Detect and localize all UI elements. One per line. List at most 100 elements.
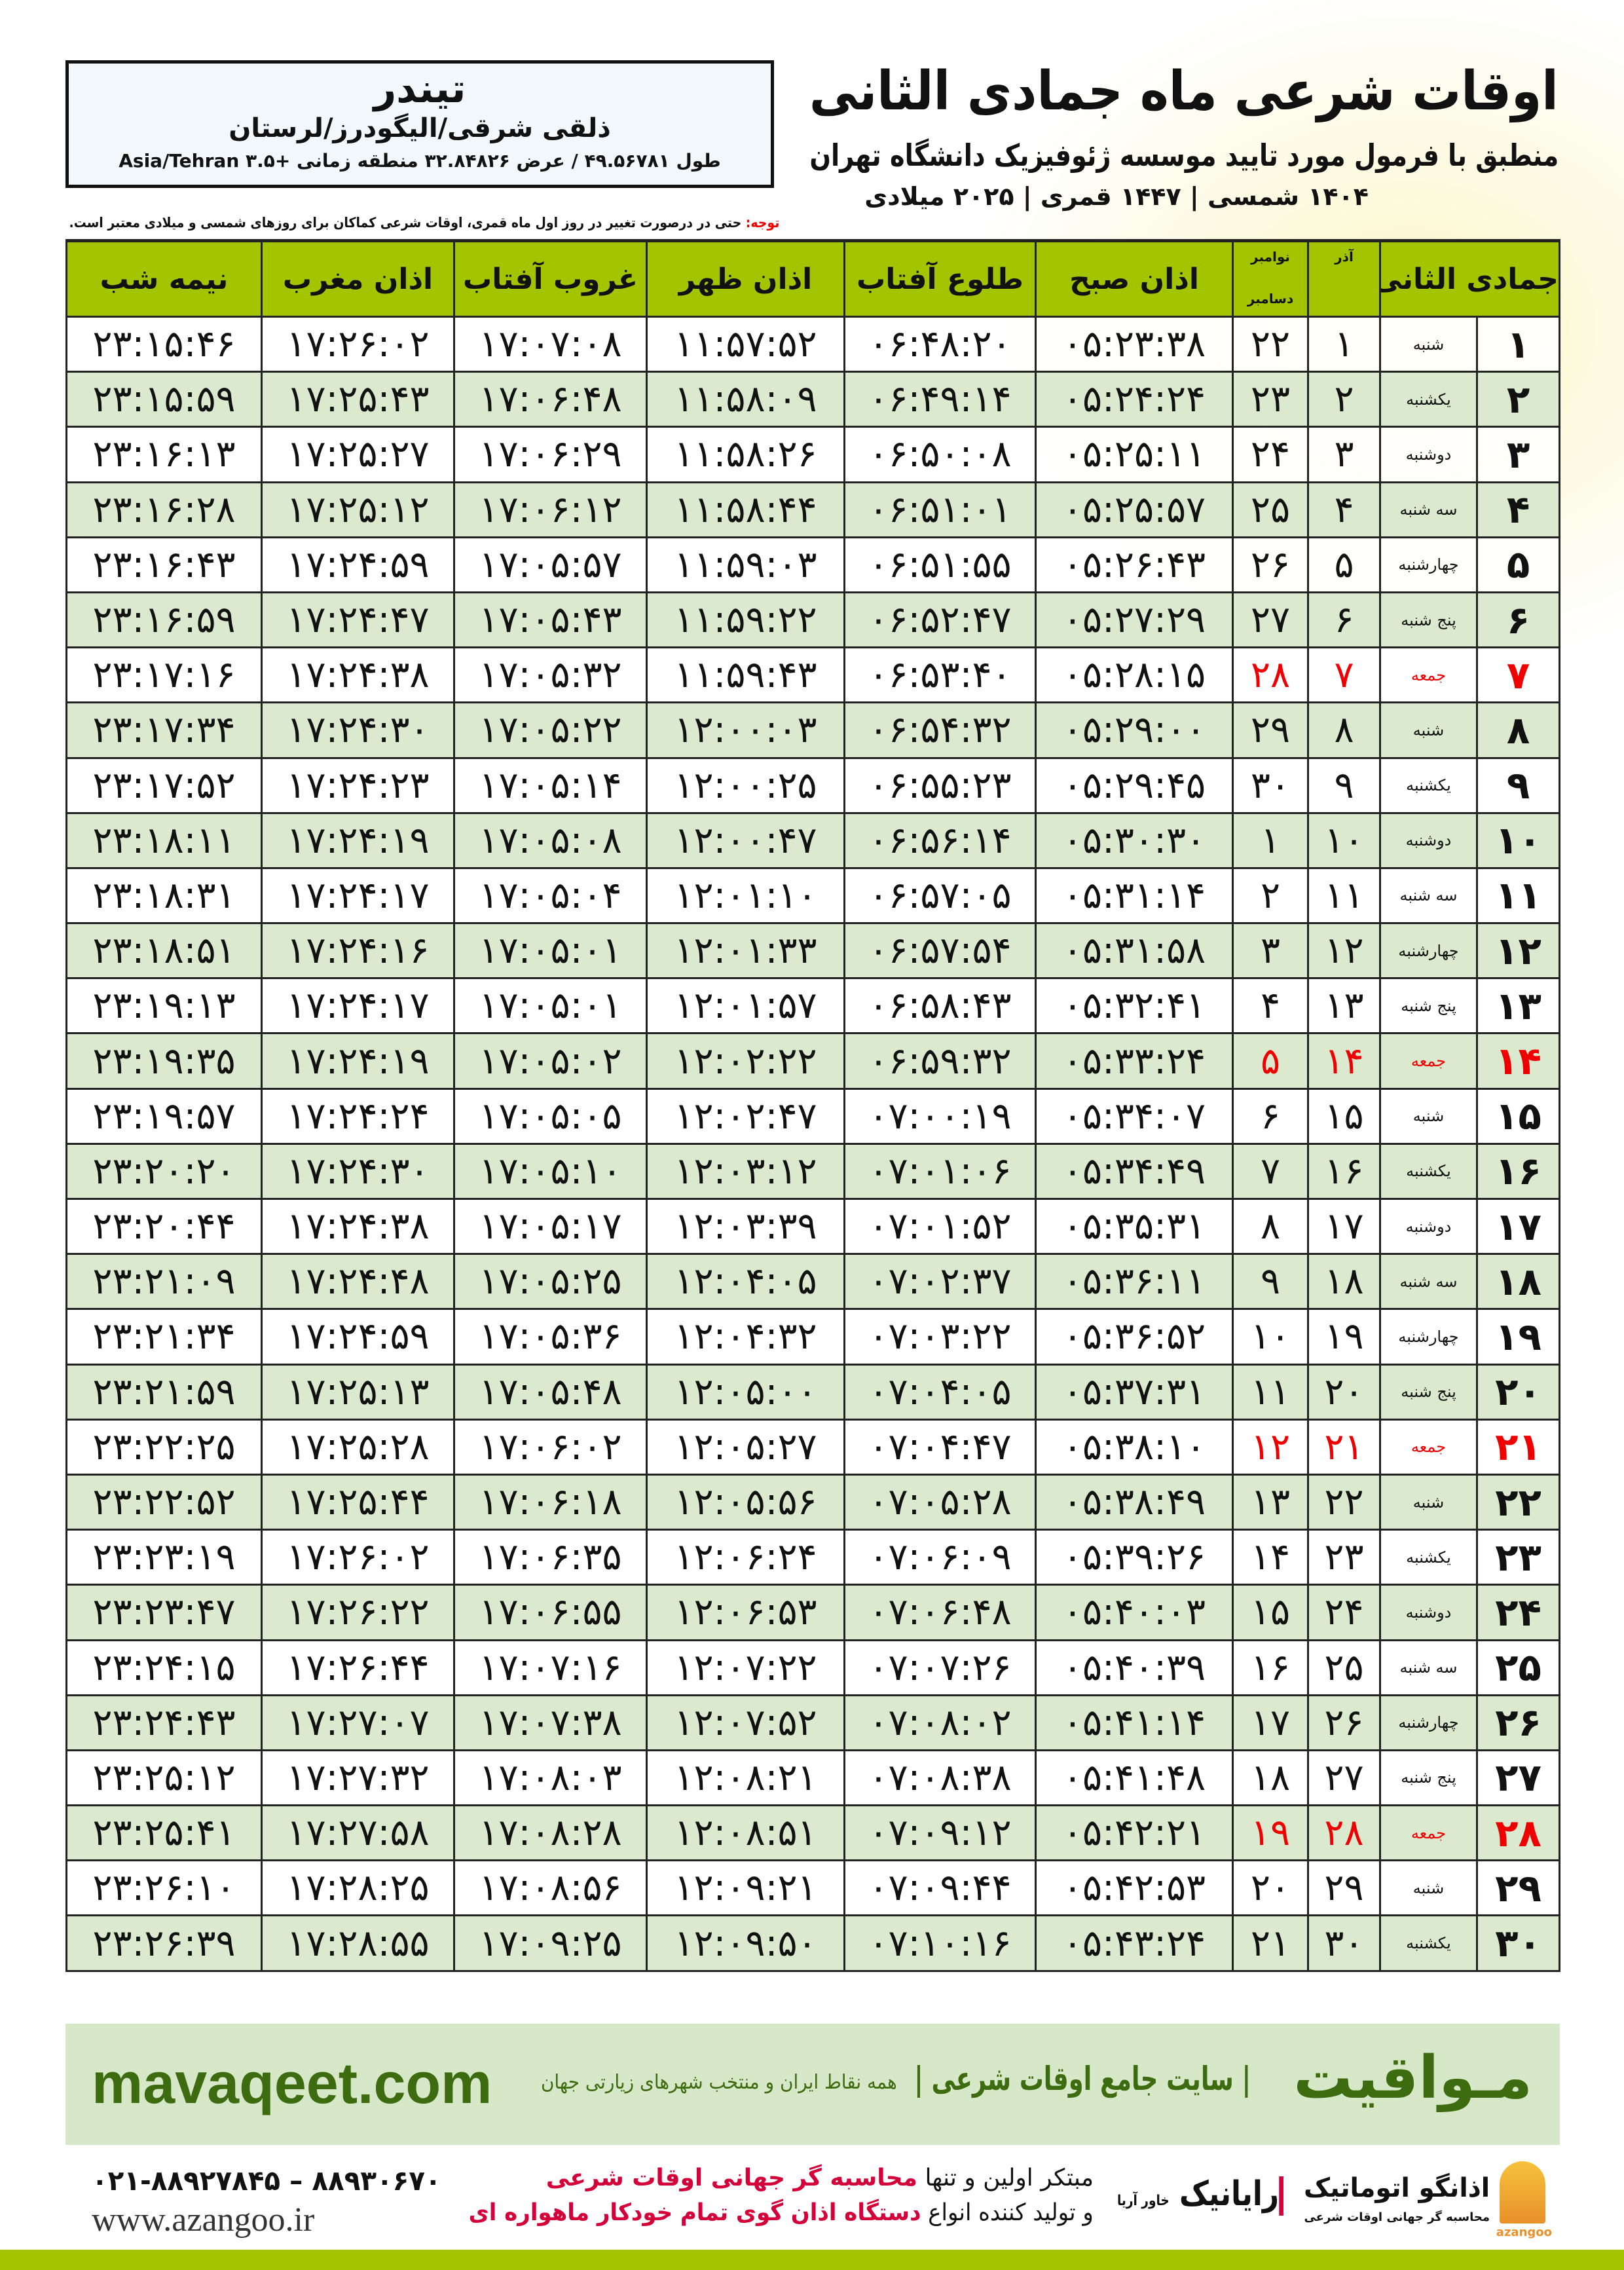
hijri-day: ۳۰ <box>1476 1914 1561 1972</box>
banner-url[interactable]: mavaqeet.com <box>92 2051 492 2115</box>
city-name: تیندر <box>373 66 466 112</box>
sunset-time: ۱۷:۰۵:۱۷ <box>453 1197 648 1256</box>
weekday: سه شنبه <box>1378 1639 1479 1696</box>
subtitle-area: منطبق با فرمول مورد تایید موسسه ژئوفیزیک… <box>805 138 1559 178</box>
maghrib-time: ۱۷:۲۴:۳۸ <box>261 646 455 704</box>
sunset-time: ۱۷:۰۷:۱۶ <box>453 1639 648 1696</box>
table-row: ۲۷ پنج شنبه ۲۷ ۱۸ ۰۵:۴۱:۴۸ ۰۷:۰۸:۳۸ ۱۲:۰۸:۲۱ ۱۷… <box>65 1749 1561 1807</box>
azar-day: ۳۰ <box>1307 1914 1381 1972</box>
sunset-time: ۱۷:۰۹:۲۵ <box>453 1914 648 1972</box>
dhuhr-time: ۱۲:۰۷:۵۲ <box>646 1694 845 1751</box>
dhuhr-time: ۱۲:۰۲:۲۲ <box>646 1032 845 1090</box>
weekday: شنبه <box>1378 315 1479 373</box>
weekday: شنبه <box>1378 1859 1479 1917</box>
footer-info: ۰۲۱-۸۸۹۲۷۸۴۵ – ۸۸۹۳۰۶۷۰ www.azangoo.ir م… <box>65 2161 1560 2240</box>
sunset-time: ۱۷:۰۵:۰۸ <box>453 811 648 869</box>
midnight-time: ۲۳:۱۶:۲۸ <box>65 481 263 538</box>
fajr-time: ۰۵:۳۲:۴۱ <box>1035 977 1234 1035</box>
weekday: یکشنبه <box>1378 1914 1479 1972</box>
dhuhr-time: ۱۲:۰۹:۲۱ <box>646 1859 845 1917</box>
fajr-time: ۰۵:۴۲:۵۳ <box>1035 1859 1234 1917</box>
sunset-time: ۱۷:۰۶:۲۹ <box>453 426 648 483</box>
azar-day: ۱۴ <box>1307 1032 1381 1090</box>
weekday: یکشنبه <box>1378 371 1479 428</box>
midnight-time: ۲۳:۱۹:۳۵ <box>65 1032 263 1090</box>
azangoo-name: اذانگو اتوماتیک <box>1303 2173 1490 2203</box>
col-midnight: نیمه شب <box>65 239 263 318</box>
col-greg-top: نوامبر <box>1251 249 1290 265</box>
azar-day: ۲۲ <box>1307 1473 1381 1531</box>
midnight-time: ۲۳:۲۶:۳۹ <box>65 1914 263 1972</box>
dhuhr-time: ۱۲:۰۵:۵۶ <box>646 1473 845 1531</box>
dhuhr-time: ۱۱:۵۸:۲۶ <box>646 426 845 483</box>
fajr-time: ۰۵:۳۸:۴۹ <box>1035 1473 1234 1531</box>
table-row: ۱۸ سه شنبه ۱۸ ۹ ۰۵:۳۶:۱۱ ۰۷:۰۲:۳۷ ۱۲:۰۴:۰۵ ۱۷:۰… <box>65 1253 1561 1311</box>
table-row: ۵ چهارشنبه ۵ ۲۶ ۰۵:۲۶:۴۳ ۰۶:۵۱:۵۵ ۱۱:۵۹:۰۳ ۱۷:۰… <box>65 536 1561 593</box>
dhuhr-time: ۱۲:۰۰:۴۷ <box>646 811 845 869</box>
note: توجه: حتی در درصورت تغییر در روز اول ماه… <box>69 215 779 231</box>
phone-numbers: ۰۲۱-۸۸۹۲۷۸۴۵ – ۸۸۹۳۰۶۷۰ <box>92 2165 441 2197</box>
table-row: ۲۵ سه شنبه ۲۵ ۱۶ ۰۵:۴۰:۳۹ ۰۷:۰۷:۲۶ ۱۲:۰۷:۲۲ ۱۷:… <box>65 1639 1561 1696</box>
gregorian-day: ۲۶ <box>1232 536 1309 593</box>
table-row: ۶ پنج شنبه ۶ ۲۷ ۰۵:۲۷:۲۹ ۰۶:۵۲:۴۷ ۱۱:۵۹:۲۲ ۱۷:۰… <box>65 591 1561 649</box>
midnight-time: ۲۳:۲۲:۵۲ <box>65 1473 263 1531</box>
weekday: یکشنبه <box>1378 1142 1479 1200</box>
gregorian-day: ۸ <box>1232 1197 1309 1256</box>
azar-day: ۱۸ <box>1307 1253 1381 1311</box>
gregorian-day: ۶ <box>1232 1087 1309 1145</box>
company-description-2: و تولید کننده انواع دستگاه اذان گوی تمام… <box>465 2199 1094 2233</box>
hijri-day: ۲۲ <box>1476 1473 1561 1531</box>
table-row: ۱۷ دوشنبه ۱۷ ۸ ۰۵:۳۵:۳۱ ۰۷:۰۱:۵۲ ۱۲:۰۳:۳۹ ۱۷:۰۵… <box>65 1197 1561 1256</box>
midnight-time: ۲۳:۱۷:۱۶ <box>65 646 263 704</box>
sunrise-time: ۰۷:۰۸:۰۲ <box>843 1694 1037 1751</box>
table-row: ۲۹ شنبه ۲۹ ۲۰ ۰۵:۴۲:۵۳ ۰۷:۰۹:۴۴ ۱۲:۰۹:۲۱ ۱۷:۰۸:… <box>65 1859 1561 1917</box>
maghrib-time: ۱۷:۲۵:۴۳ <box>261 371 455 428</box>
midnight-time: ۲۳:۱۹:۱۳ <box>65 977 263 1035</box>
azar-day: ۲۶ <box>1307 1694 1381 1751</box>
gregorian-day: ۲۸ <box>1232 646 1309 704</box>
dhuhr-time: ۱۲:۰۵:۲۷ <box>646 1418 845 1476</box>
col-azar: آذر <box>1307 239 1381 318</box>
sunrise-time: ۰۷:۰۹:۱۲ <box>843 1804 1037 1862</box>
azar-day: ۱۱ <box>1307 866 1381 925</box>
gregorian-day: ۱۶ <box>1232 1639 1309 1696</box>
sunset-time: ۱۷:۰۵:۰۲ <box>453 1032 648 1090</box>
hijri-day: ۲ <box>1476 371 1561 428</box>
hijri-day: ۱۱ <box>1476 866 1561 925</box>
hijri-day: ۲۳ <box>1476 1529 1561 1586</box>
table-row: ۱۲ چهارشنبه ۱۲ ۳ ۰۵:۳۱:۵۸ ۰۶:۵۷:۵۴ ۱۲:۰۱:۳۳ ۱۷:… <box>65 922 1561 980</box>
sunset-time: ۱۷:۰۶:۱۸ <box>453 1473 648 1531</box>
hijri-day: ۲۱ <box>1476 1418 1561 1476</box>
gregorian-day: ۴ <box>1232 977 1309 1035</box>
url-area: mavaqeet.com <box>92 2050 524 2119</box>
note-area: توجه: حتی در درصورت تغییر در روز اول ماه… <box>65 215 779 234</box>
table-row: ۲۸ جمعه ۲۸ ۱۹ ۰۵:۴۲:۲۱ ۰۷:۰۹:۱۲ ۱۲:۰۸:۵۱ ۱۷:۰۸:… <box>65 1804 1561 1862</box>
desc-1a: مبتکر اولین و تنها <box>917 2165 1094 2191</box>
desc-2a: و تولید کننده انواع <box>921 2199 1094 2226</box>
mavaqeet-logo: مـواقیت <box>1293 2043 1532 2112</box>
midnight-time: ۲۳:۱۸:۱۱ <box>65 811 263 869</box>
midnight-time: ۲۳:۱۸:۵۱ <box>65 922 263 980</box>
dhuhr-time: ۱۱:۵۸:۴۴ <box>646 481 845 538</box>
azar-day: ۲۴ <box>1307 1584 1381 1641</box>
fajr-time: ۰۵:۲۵:۵۷ <box>1035 481 1234 538</box>
table-row: ۲۲ شنبه ۲۲ ۱۳ ۰۵:۳۸:۴۹ ۰۷:۰۵:۲۸ ۱۲:۰۵:۵۶ ۱۷:۰۶:… <box>65 1473 1561 1531</box>
sunrise-time: ۰۶:۵۱:۰۱ <box>843 481 1037 538</box>
fajr-time: ۰۵:۳۶:۵۲ <box>1035 1308 1234 1366</box>
maghrib-time: ۱۷:۲۴:۱۹ <box>261 811 455 869</box>
sunrise-time: ۰۶:۵۲:۴۷ <box>843 591 1037 649</box>
sunrise-time: ۰۶:۵۰:۰۸ <box>843 426 1037 483</box>
maghrib-time: ۱۷:۲۵:۱۳ <box>261 1363 455 1421</box>
midnight-time: ۲۳:۱۶:۴۳ <box>65 536 263 593</box>
sunset-time: ۱۷:۰۵:۰۴ <box>453 866 648 925</box>
website-link[interactable]: www.azangoo.ir <box>92 2201 315 2239</box>
location-box: تیندر ذلقی شرقی/الیگودرز/لرستان طول ۴۹.۵… <box>65 60 774 188</box>
fajr-time: ۰۵:۴۲:۲۱ <box>1035 1804 1234 1862</box>
sunrise-time: ۰۷:۰۳:۲۲ <box>843 1308 1037 1366</box>
sunrise-time: ۰۷:۰۵:۲۸ <box>843 1473 1037 1531</box>
sunrise-time: ۰۷:۰۶:۰۹ <box>843 1529 1037 1586</box>
fajr-time: ۰۵:۴۱:۱۴ <box>1035 1694 1234 1751</box>
azar-day: ۲۰ <box>1307 1363 1381 1421</box>
sunrise-time: ۰۷:۰۷:۲۶ <box>843 1639 1037 1696</box>
sunrise-time: ۰۶:۵۸:۴۳ <box>843 977 1037 1035</box>
